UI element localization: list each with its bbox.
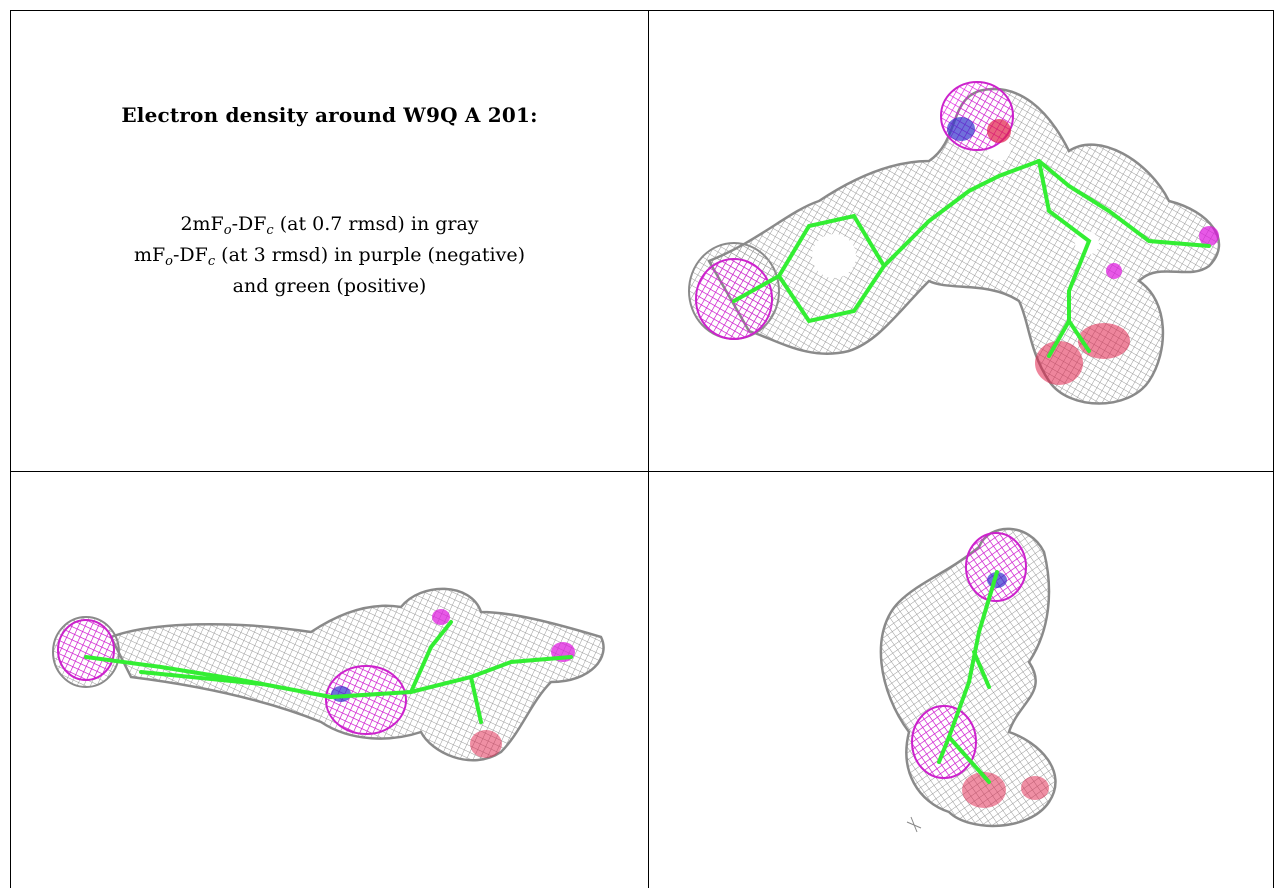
ligand-bonds xyxy=(84,620,573,724)
legend-line2-sub-c: c xyxy=(207,254,216,269)
legend-line2-mid: -DF xyxy=(173,244,208,266)
density-figure-table: Electron density around W9Q A 201: 2mFo-… xyxy=(10,10,1274,888)
stray-mesh-fragment xyxy=(906,816,922,833)
legend-line-positive: and green (positive) xyxy=(232,275,427,297)
legend-line2-sub-o: o xyxy=(165,254,173,269)
legend-line-gray: 2mFo-DFc (at 0.7 rmsd) in gray xyxy=(11,209,648,240)
ligand-bonds xyxy=(732,158,1211,358)
legend-line2-prefix: mF xyxy=(133,244,166,266)
negative-density-blobs xyxy=(911,532,1049,808)
density-view-bottom-left-image xyxy=(52,587,605,762)
view-bottom-left xyxy=(11,472,648,888)
legend-description: 2mFo-DFc (at 0.7 rmsd) in gray mFo-DFc (… xyxy=(11,209,648,302)
negative-density-blobs xyxy=(57,609,575,758)
table-border-top xyxy=(10,10,1274,11)
legend-line-difference: mFo-DFc (at 3 rmsd) in purple (negative) xyxy=(11,240,648,271)
gray-density-mesh xyxy=(52,587,605,762)
legend-line2-suffix: (at 3 rmsd) in purple (negative) xyxy=(215,244,526,266)
view-top-right xyxy=(649,11,1273,471)
density-view-top-right-image xyxy=(688,81,1221,405)
table-border-row xyxy=(10,471,1274,472)
view-bottom-right xyxy=(649,472,1273,888)
table-border-middle xyxy=(648,10,649,888)
legend-line1-suffix: (at 0.7 rmsd) in gray xyxy=(273,213,479,235)
table-border-left xyxy=(10,10,11,888)
density-view-bottom-right-image xyxy=(879,527,1057,833)
legend-line1-sub-o: o xyxy=(223,223,232,238)
legend-title: Electron density around W9Q A 201: xyxy=(121,103,538,127)
legend-cell: Electron density around W9Q A 201: 2mFo-… xyxy=(11,11,648,471)
legend-line1-mid: -DF xyxy=(231,213,267,235)
ligand-bonds xyxy=(937,570,999,784)
legend-line1-prefix: 2mF xyxy=(180,213,224,235)
legend-line1-sub-c: c xyxy=(266,223,274,238)
